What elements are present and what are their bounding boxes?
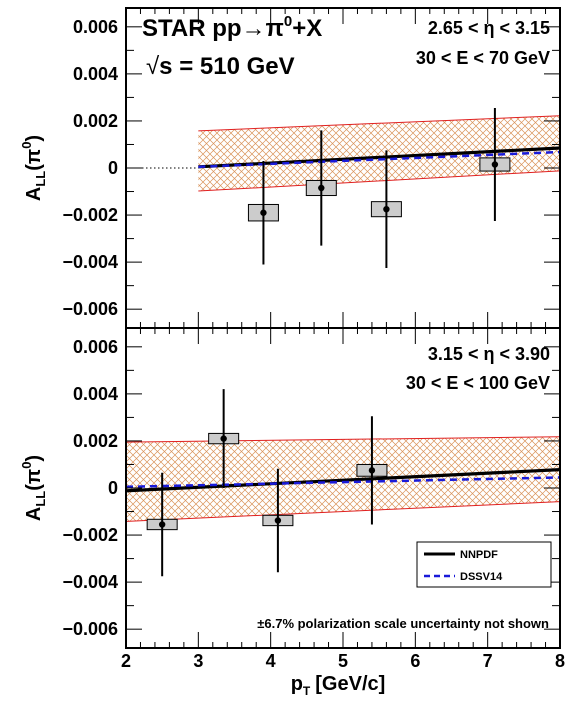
x-tick-label: 6 — [410, 651, 420, 671]
energy-label: √s = 510 GeV — [146, 53, 295, 80]
top-y-tick-label: 0.002 — [73, 111, 118, 131]
legend-dssv14-label: DSSV14 — [460, 571, 503, 583]
top-data-points — [247, 108, 511, 268]
bottom-y-tick-label: 0.002 — [73, 431, 118, 451]
top-axis-ticks: 0.006 0.004 0.002 0 −0.002 −0.004 −0.006 — [62, 8, 560, 328]
bottom-energy-range: 30 < E < 100 GeV — [406, 373, 550, 393]
top-energy-range: 30 < E < 70 GeV — [416, 48, 550, 68]
bottom-y-tick-label: −0.002 — [62, 525, 118, 545]
bottom-data-point-3 — [368, 467, 376, 474]
polarization-note: ±6.7% polarization scale uncertainty not… — [257, 616, 549, 631]
bottom-nnpdf-curve — [126, 468, 560, 493]
bottom-panel: 0.006 0.004 0.002 0 −0.002 −0.004 −0.006 3.15 … — [62, 327, 561, 649]
x-axis-label: pT [GeV/c] — [291, 673, 386, 698]
top-data-point-1 — [318, 184, 325, 192]
bottom-dssv14-curve — [126, 476, 560, 489]
top-theory-band — [198, 115, 560, 192]
bottom-data-point-1 — [220, 435, 227, 442]
bottom-y-tick-label: 0.006 — [73, 337, 118, 357]
bottom-band-lower-edge — [126, 501, 560, 522]
top-panel: 0.006 0.004 0.002 0 −0.002 −0.004 −0.006 STAR … — [62, 7, 561, 329]
bottom-data-point-0 — [158, 521, 166, 528]
bottom-y-axis-label: ALL(π0) — [19, 455, 48, 521]
top-y-tick-label: −0.004 — [62, 252, 118, 272]
bottom-theory-curves — [126, 468, 560, 493]
x-tick-label: 7 — [483, 651, 493, 671]
top-band-upper-edge — [198, 115, 560, 132]
x-tick-label: 5 — [338, 651, 348, 671]
x-tick-label: 8 — [555, 651, 565, 671]
top-y-tick-label: 0 — [108, 158, 118, 178]
top-data-point-0 — [260, 209, 267, 216]
bottom-axis-ticks: 0.006 0.004 0.002 0 −0.002 −0.004 −0.006 — [62, 328, 560, 648]
top-y-axis-label: ALL(π0) — [19, 135, 48, 201]
top-y-tick-label: 0.004 — [73, 64, 118, 84]
top-y-tick-label: −0.002 — [62, 205, 118, 225]
x-tick-label: 3 — [193, 651, 203, 671]
legend-box — [416, 541, 552, 588]
legend: NNPDF DSSV14 — [416, 541, 552, 588]
x-tick-labels: 2 3 4 5 6 7 8 — [121, 651, 565, 671]
top-y-tick-label: 0.006 — [73, 17, 118, 37]
experiment-label: STAR pp→π0+X — [142, 13, 322, 42]
legend-nnpdf-label: NNPDF — [460, 549, 498, 561]
bottom-y-tick-label: −0.004 — [62, 572, 118, 592]
top-y-tick-label: −0.006 — [62, 299, 118, 319]
bottom-data-point-2 — [274, 517, 282, 524]
top-band-fill — [198, 115, 560, 192]
bottom-y-tick-label: 0 — [108, 478, 118, 498]
top-data-point-2 — [383, 205, 390, 213]
bottom-band-upper-edge — [126, 436, 560, 443]
bottom-eta-range: 3.15 < η < 3.90 — [428, 344, 550, 364]
x-tick-label: 4 — [266, 651, 276, 671]
bottom-y-tick-label: −0.006 — [62, 619, 118, 639]
bottom-y-tick-label: 0.004 — [73, 384, 118, 404]
top-band-lower-edge — [198, 170, 560, 192]
top-dssv14-curve — [198, 150, 560, 169]
top-data-point-3 — [491, 161, 499, 168]
bottom-data-points — [146, 389, 388, 577]
x-tick-label: 2 — [121, 651, 131, 671]
top-eta-range: 2.65 < η < 3.15 — [428, 18, 550, 38]
